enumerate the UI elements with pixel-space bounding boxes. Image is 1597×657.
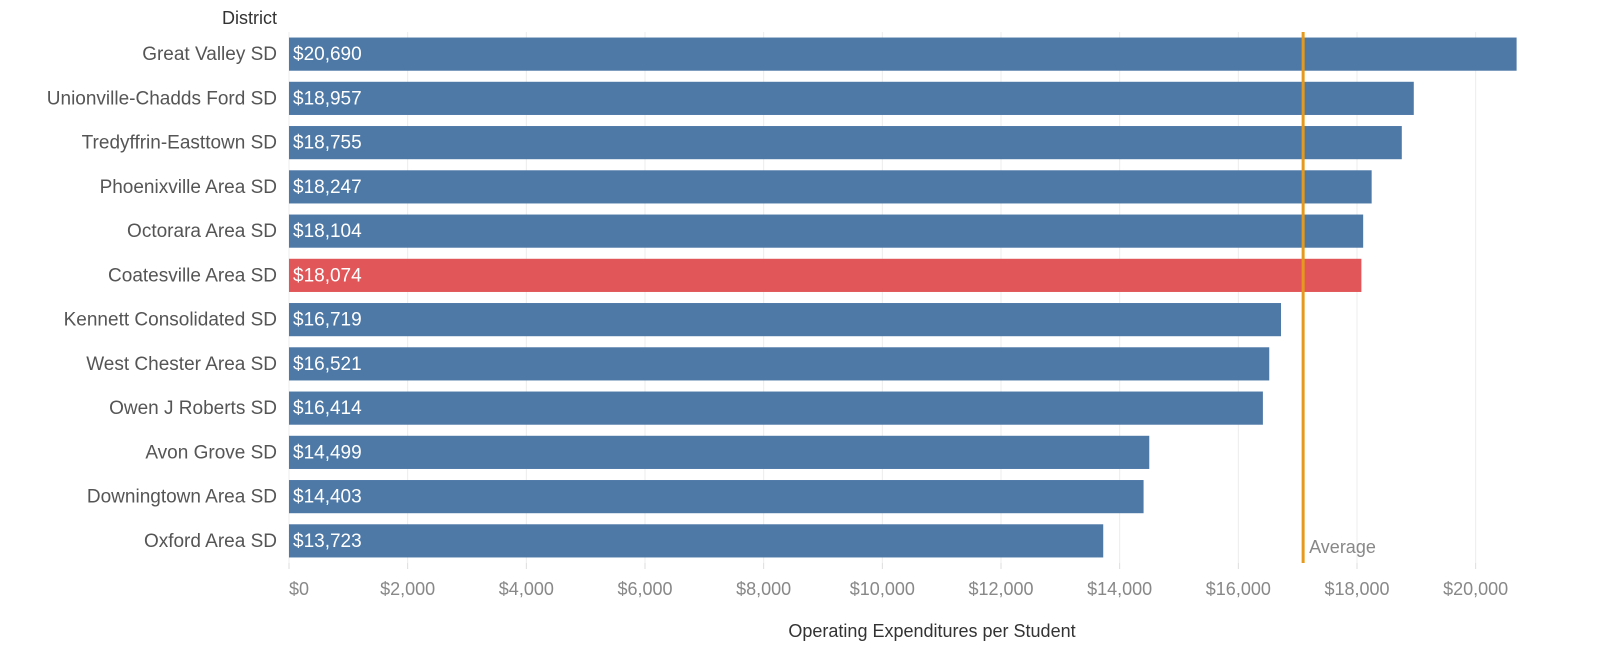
category-label: Kennett Consolidated SD [64,310,277,331]
x-tick-label: $16,000 [1206,579,1271,599]
value-label: $18,074 [293,265,362,286]
bar [289,347,1270,381]
x-tick-label: $20,000 [1443,579,1508,599]
x-tick-label: $6,000 [617,579,672,599]
value-label: $18,957 [293,88,362,109]
bar [289,435,1150,469]
bar [289,480,1144,514]
value-label: $13,723 [293,531,362,552]
x-tick-label: $4,000 [499,579,554,599]
category-label: Avon Grove SD [145,442,277,463]
x-tick-label: $2,000 [380,579,435,599]
category-label: Oxford Area SD [144,531,277,552]
category-label: Tredyffrin-Easttown SD [82,133,277,154]
bar [289,524,1104,558]
x-axis-title: Operating Expenditures per Student [788,621,1075,641]
bar [289,170,1372,204]
reference-label: Average [1309,537,1376,557]
x-tick-label: $18,000 [1324,579,1389,599]
category-label: Phoenixville Area SD [100,177,277,198]
value-label: $16,521 [293,354,362,375]
value-label: $20,690 [293,44,362,65]
value-label: $14,403 [293,487,362,508]
category-label: Unionville-Chadds Ford SD [47,88,277,109]
bar [289,303,1281,337]
bar [289,391,1263,425]
category-label: Owen J Roberts SD [109,398,277,419]
bar [289,37,1517,71]
y-axis-title: District [222,8,277,28]
category-label: Great Valley SD [142,44,277,65]
x-tick-label: $14,000 [1087,579,1152,599]
value-label: $16,414 [293,398,362,419]
value-label: $18,755 [293,133,362,154]
x-tick-label: $8,000 [736,579,791,599]
bar [289,214,1364,248]
category-label: West Chester Area SD [86,354,277,375]
category-label: Coatesville Area SD [108,265,277,286]
value-label: $14,499 [293,442,362,463]
value-label: $18,247 [293,177,362,198]
category-label: Downingtown Area SD [87,487,277,508]
value-label: $18,104 [293,221,362,242]
bar [289,126,1402,160]
x-tick-label: $12,000 [968,579,1033,599]
value-label: $16,719 [293,310,362,331]
bar [289,258,1362,292]
bar [289,81,1414,115]
x-tick-label: $10,000 [850,579,915,599]
x-tick-label: $0 [289,579,309,599]
category-label: Octorara Area SD [127,221,277,242]
